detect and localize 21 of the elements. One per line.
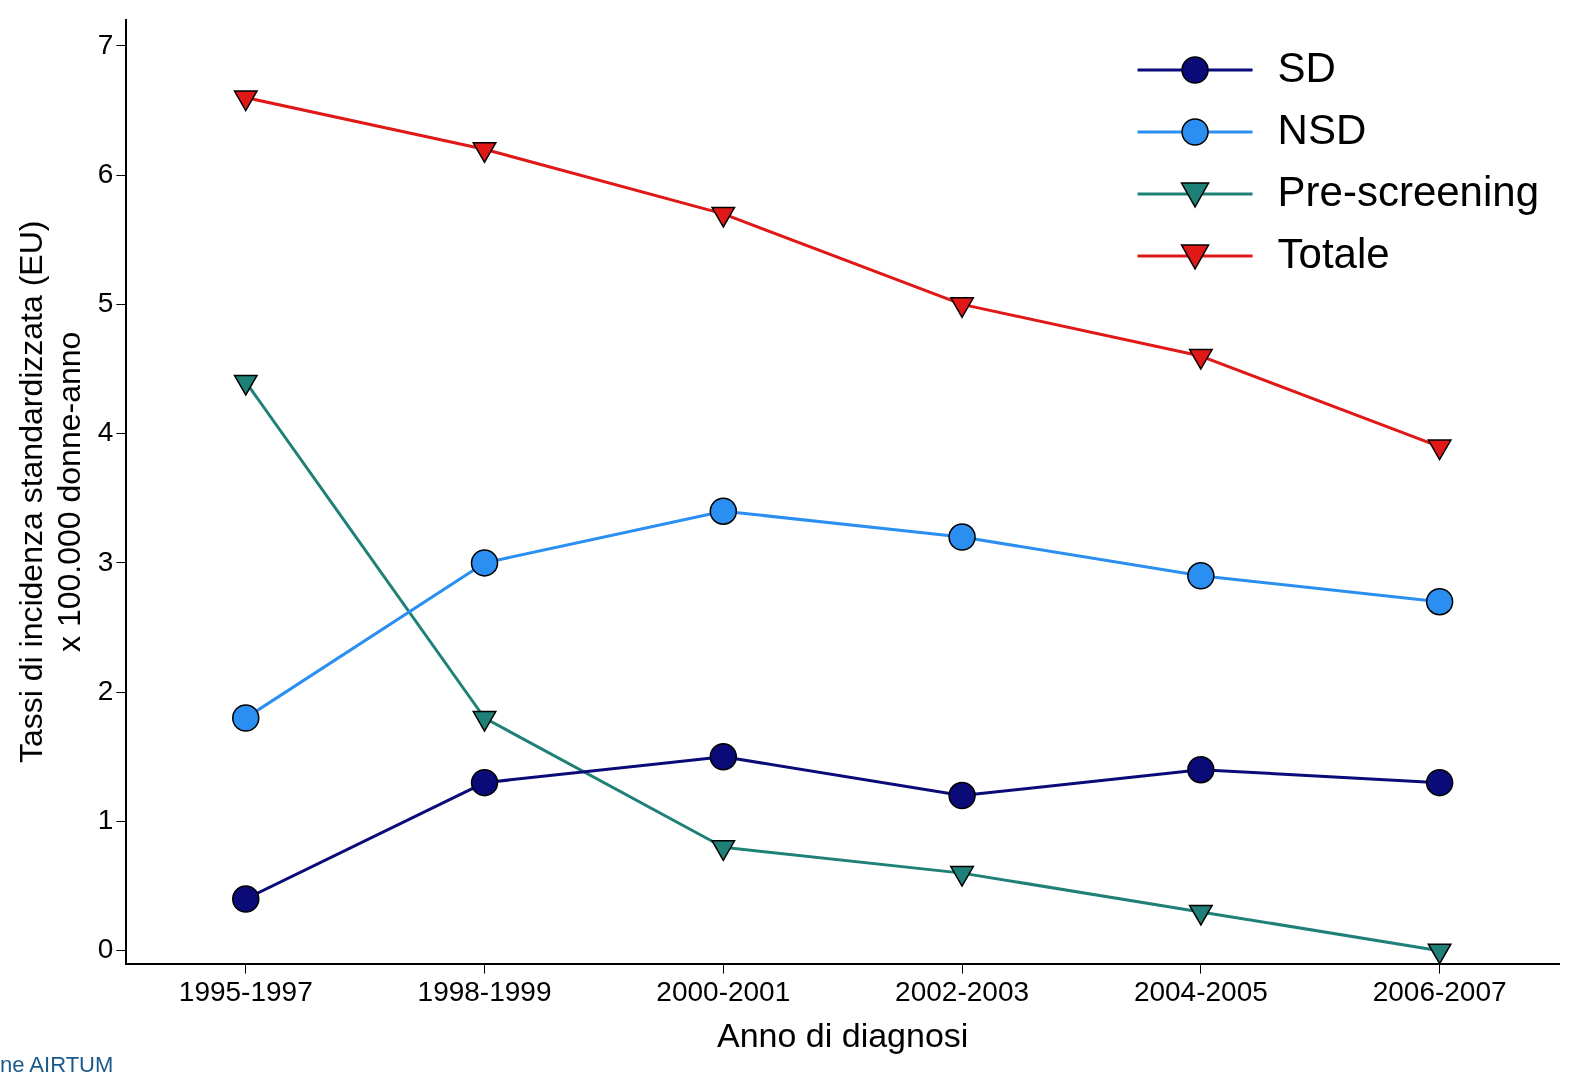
y-tick-label: 3: [97, 545, 114, 577]
y-tick-label: 0: [97, 933, 114, 965]
x-tick-label: 2006-2007: [1372, 976, 1507, 1008]
y-tick-label: 4: [97, 416, 114, 448]
legend-label: Pre-screening: [1277, 167, 1540, 215]
x-tick-label: 2002-2003: [895, 976, 1030, 1008]
y-tick-label: 1: [97, 804, 114, 836]
x-tick-label: 2000-2001: [656, 976, 791, 1008]
x-tick-label: 1995-1997: [178, 976, 313, 1008]
legend-label: SD: [1277, 43, 1336, 91]
x-tick-label: 2004-2005: [1133, 976, 1268, 1008]
x-tick-label: 1998-1999: [417, 976, 552, 1008]
legend-label: Totale: [1277, 229, 1390, 277]
y-axis-title: Tassi di incidenza standardizzata (EU) x 100.000 donne-anno: [13, 220, 88, 764]
y-tick-label: 5: [97, 287, 114, 319]
y-tick-label: 7: [97, 28, 114, 60]
legend-label: NSD: [1277, 105, 1367, 153]
x-axis-title: Anno di diagnosi: [716, 1015, 969, 1054]
y-tick-label: 6: [97, 157, 114, 189]
text: ne AIRTUM: [0, 1052, 114, 1078]
y-tick-label: 2: [97, 674, 114, 706]
